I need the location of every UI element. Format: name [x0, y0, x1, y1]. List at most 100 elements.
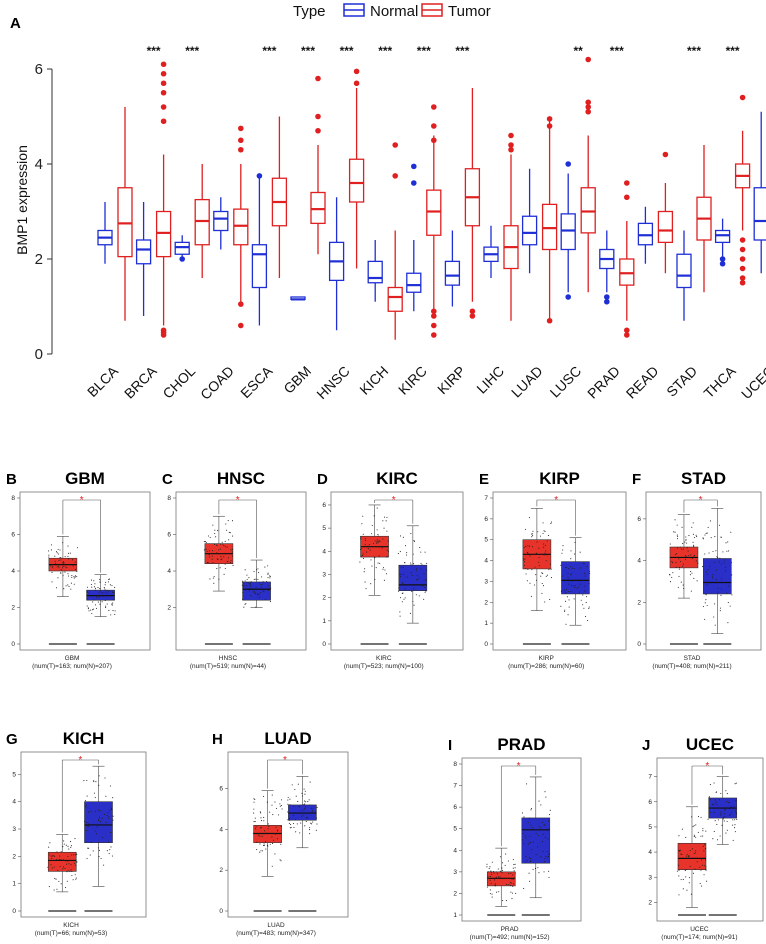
- jitter-point: [678, 558, 680, 560]
- jitter-point: [88, 592, 90, 594]
- outlier-point: [353, 80, 360, 87]
- jitter-point: [719, 557, 721, 559]
- jitter-point: [364, 568, 366, 570]
- box-group-kirp: [444, 88, 481, 307]
- plot-frame: [20, 751, 147, 918]
- jitter-point: [213, 576, 215, 578]
- jitter-point: [360, 536, 362, 538]
- jitter-point: [709, 812, 712, 814]
- jitter-point: [545, 855, 547, 858]
- jitter-point: [535, 552, 537, 554]
- y-tick-label: 8: [11, 495, 15, 502]
- outlier-point: [739, 256, 746, 262]
- y-tick-label: 3: [12, 826, 16, 833]
- jitter-point: [676, 524, 678, 526]
- box-tumor: [619, 258, 635, 286]
- jitter-point: [536, 541, 538, 543]
- jitter-point: [548, 870, 550, 872]
- jitter-point: [62, 868, 64, 870]
- jitter-point: [701, 859, 703, 861]
- jitter-point: [521, 839, 524, 841]
- outlier-point: [565, 161, 571, 167]
- jitter-point: [255, 826, 257, 828]
- panel-g-label: G: [6, 731, 18, 748]
- y-tick-label: 6: [453, 804, 457, 811]
- significance-label: ***: [262, 44, 276, 58]
- jitter-point: [67, 584, 69, 586]
- jitter-point: [584, 616, 586, 618]
- jitter-point: [534, 867, 536, 870]
- sig-star: *: [392, 495, 396, 506]
- jitter-point: [681, 853, 683, 855]
- jitter-point: [260, 586, 262, 588]
- jitter-point: [105, 795, 107, 797]
- jitter-point: [252, 591, 254, 593]
- jitter-point: [112, 610, 114, 612]
- jitter-point: [257, 578, 259, 580]
- jitter-point: [568, 599, 570, 601]
- legend-normal-label: Normal: [370, 3, 418, 20]
- jitter-point: [527, 552, 529, 554]
- sample-count: (num(T)=519; num(N)=44): [190, 663, 266, 670]
- jitter-point: [570, 566, 572, 568]
- jitter-point: [530, 809, 532, 811]
- jitter-point: [99, 603, 101, 605]
- jitter-point: [584, 575, 586, 577]
- jitter-point: [487, 877, 489, 879]
- outlier-point: [431, 332, 437, 338]
- jitter-point: [103, 587, 105, 589]
- jitter-point: [676, 870, 678, 872]
- jitter-point: [267, 573, 269, 575]
- outlier-point: [431, 104, 437, 110]
- jitter-point: [538, 565, 540, 567]
- jitter-point: [525, 568, 527, 570]
- jitter-point: [513, 870, 515, 872]
- jitter-point: [267, 577, 269, 579]
- jitter-point: [111, 591, 114, 593]
- jitter-point: [280, 860, 282, 862]
- jitter-point: [377, 535, 379, 537]
- jitter-point: [727, 802, 729, 804]
- jitter-point: [227, 519, 229, 522]
- jitter-point: [724, 816, 726, 818]
- jitter-point: [110, 807, 113, 809]
- jitter-point: [92, 601, 94, 603]
- panel-b-label: B: [6, 471, 17, 488]
- jitter-point: [685, 556, 687, 558]
- y-tick-label: 0: [12, 908, 16, 915]
- jitter-point: [703, 865, 705, 867]
- jitter-point: [60, 858, 62, 861]
- jitter-point: [722, 818, 724, 820]
- jitter-point: [423, 573, 425, 575]
- jitter-point: [568, 568, 570, 570]
- jitter-point: [493, 872, 495, 874]
- jitter-point: [685, 836, 687, 838]
- jitter-point: [262, 850, 264, 852]
- jitter-point: [52, 566, 54, 568]
- jitter-point: [375, 567, 377, 569]
- jitter-point: [88, 847, 90, 849]
- jitter-point: [51, 855, 53, 857]
- jitter-point: [578, 592, 580, 594]
- jitter-point: [244, 580, 246, 582]
- jitter-point: [256, 841, 258, 843]
- jitter-point: [691, 557, 693, 560]
- jitter-point: [512, 883, 514, 885]
- jitter-point: [226, 529, 228, 531]
- jitter-point: [411, 574, 413, 576]
- jitter-point: [713, 616, 715, 618]
- jitter-point: [688, 855, 690, 857]
- jitter-point: [679, 849, 681, 851]
- jitter-point: [110, 846, 112, 848]
- outlier-point: [160, 332, 167, 338]
- jitter-point: [570, 591, 572, 593]
- jitter-point: [231, 520, 234, 522]
- y-tick-label: 6: [219, 786, 223, 793]
- jitter-point: [526, 783, 528, 785]
- jitter-point: [67, 870, 69, 872]
- y-tick-label: 4: [167, 568, 171, 575]
- jitter-point: [715, 801, 717, 803]
- y-tick-label: 3: [484, 578, 488, 585]
- jitter-point: [508, 884, 510, 886]
